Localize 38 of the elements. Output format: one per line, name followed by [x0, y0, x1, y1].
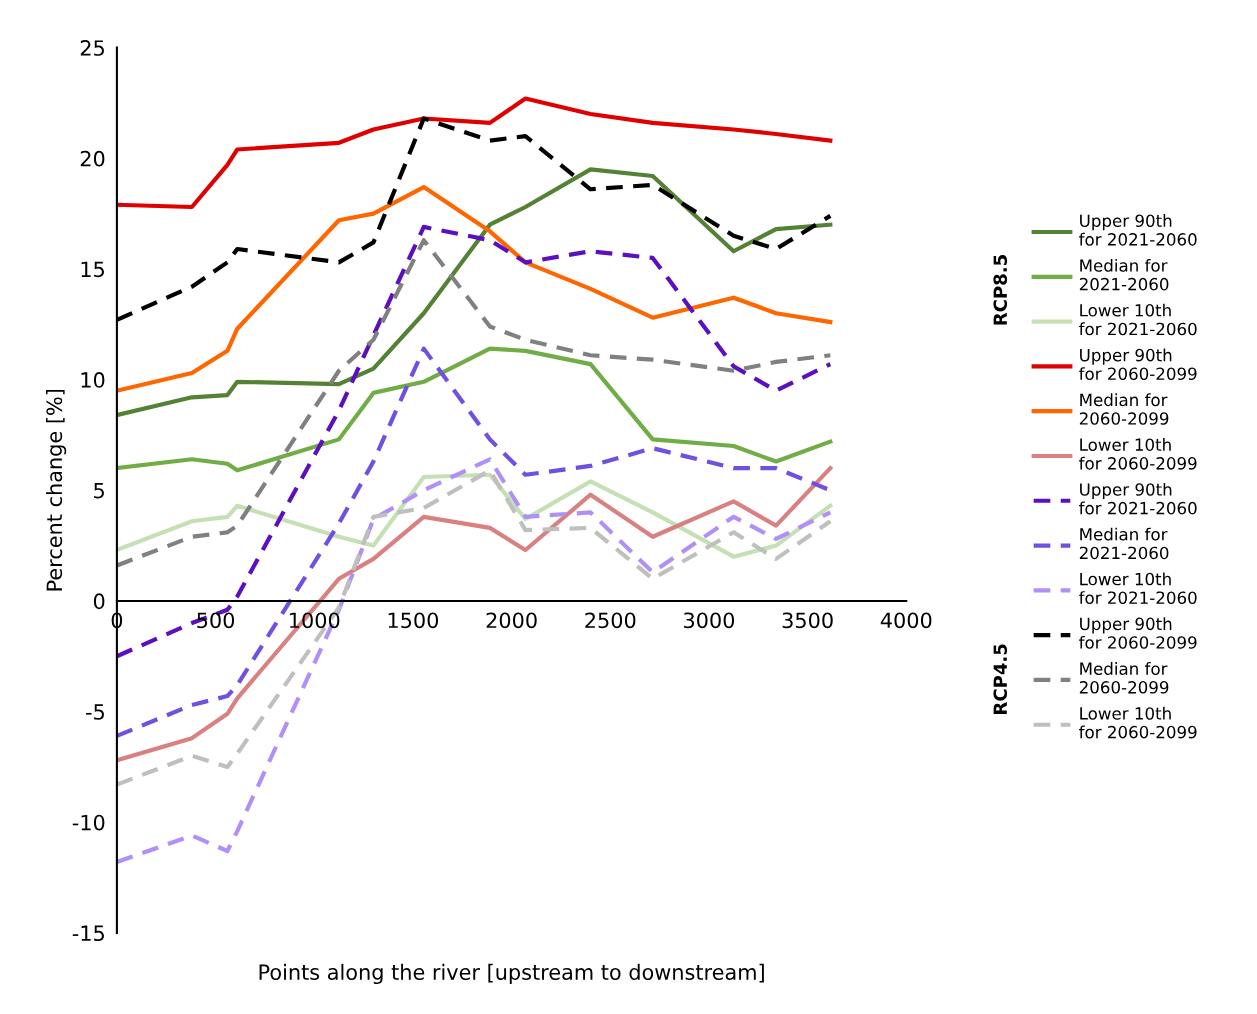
x-tick-label: 1500: [388, 612, 439, 629]
legend-label: Lower 10th for 2060-2099: [1079, 438, 1197, 470]
x-tick-label: 500: [197, 612, 235, 629]
x-tick-label: 3000: [684, 612, 735, 629]
legend-label: Lower 10th for 2021-2060: [1079, 303, 1197, 336]
y-tick-label: -15: [72, 925, 104, 942]
x-axis-title: Points along the river [upstream to downstream]: [259, 963, 764, 985]
y-tick-label: -5: [86, 704, 104, 720]
legend-label: Upper 90th for 2021-2060: [1079, 214, 1197, 246]
y-tick-label: 0: [93, 593, 105, 610]
legend-label: Median for 2021-2060: [1079, 527, 1169, 560]
x-tick-label: 2500: [585, 612, 636, 629]
x-tick-label: 1000: [290, 612, 340, 629]
y-tick-label: 25: [80, 40, 104, 56]
text: RCP4.5: [993, 644, 1008, 714]
legend-label: Upper 90th for 2021-2060: [1079, 482, 1197, 515]
y-tick-label: 15: [81, 261, 104, 278]
line-series: [116, 238, 833, 568]
line-series: [116, 346, 833, 473]
legend-label: Median for 2060-2099: [1079, 662, 1169, 694]
y-tick-label: 20: [80, 150, 105, 167]
y-tick-label: 10: [81, 372, 105, 388]
legend-label: Median for 2021-2060: [1079, 258, 1169, 291]
y-axis-title: Percent change [%]: [46, 389, 67, 591]
x-tick-label: 3500: [782, 612, 833, 629]
y-tick-label: 5: [94, 483, 104, 499]
legend-label: Upper 90th for 2060-2099: [1079, 617, 1197, 649]
x-tick-label: 2000: [486, 612, 537, 629]
legend-label: Upper 90th for 2060-2099: [1079, 348, 1197, 381]
line-series: [116, 184, 833, 393]
line-series: [116, 167, 833, 418]
line-series: [116, 96, 833, 210]
x-tick-label: 4000: [880, 612, 932, 629]
legend-label: Lower 10th for 2021-2060: [1079, 572, 1197, 605]
y-tick-label: -10: [72, 814, 105, 831]
legend-label: Lower 10th for 2060-2099: [1079, 706, 1197, 739]
legend-label: Median for 2060-2099: [1079, 393, 1169, 425]
text: RCP8.5: [993, 255, 1008, 325]
